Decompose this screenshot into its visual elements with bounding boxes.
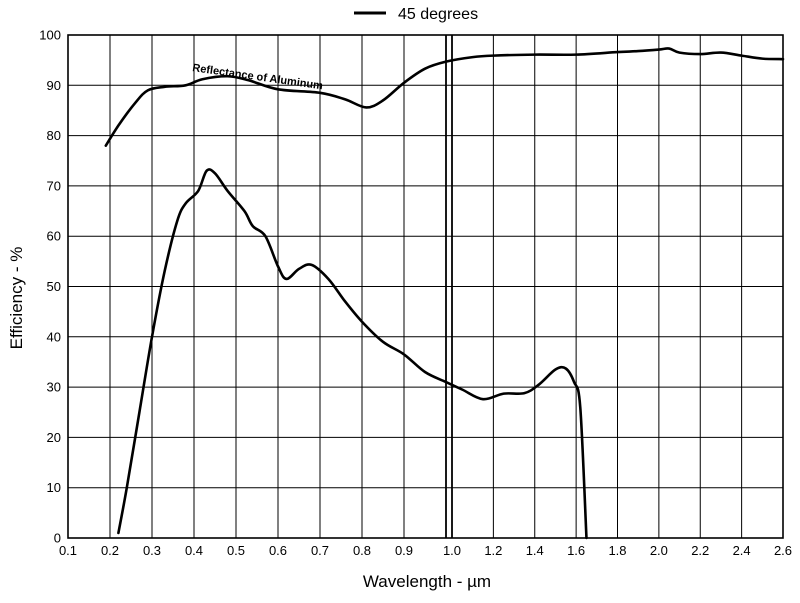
x-tick-label-2.4: 2.4 bbox=[733, 543, 751, 558]
x-tick-label-0.3: 0.3 bbox=[143, 543, 161, 558]
x-tick-label-2.6: 2.6 bbox=[774, 543, 792, 558]
x-tick-label-0.7: 0.7 bbox=[311, 543, 329, 558]
x-tick-label-0.8: 0.8 bbox=[353, 543, 371, 558]
y-tick-label-50: 50 bbox=[47, 279, 61, 294]
x-tick-label-0.2: 0.2 bbox=[101, 543, 119, 558]
x-tick-label-0.4: 0.4 bbox=[185, 543, 203, 558]
y-tick-label-20: 20 bbox=[47, 430, 61, 445]
series-line-efficiency bbox=[117, 168, 588, 540]
x-tick-label-1.2: 1.2 bbox=[484, 543, 502, 558]
x-tick-label-1.8: 1.8 bbox=[608, 543, 626, 558]
y-tick-label-10: 10 bbox=[47, 480, 61, 495]
y-tick-label-60: 60 bbox=[47, 229, 61, 244]
grid bbox=[67, 34, 784, 539]
y-tick-label-100: 100 bbox=[39, 28, 61, 43]
x-tick-label-1.6: 1.6 bbox=[567, 543, 585, 558]
series-layer bbox=[104, 47, 785, 540]
x-tick-label-2.0: 2.0 bbox=[650, 543, 668, 558]
x-tick-label-2.2: 2.2 bbox=[691, 543, 709, 558]
legend: 45 degrees bbox=[354, 6, 478, 23]
y-tick-label-70: 70 bbox=[47, 178, 61, 193]
y-axis-label: Efficiency - % bbox=[7, 247, 26, 350]
y-tick-label-30: 30 bbox=[47, 380, 61, 395]
y-tick-label-0: 0 bbox=[54, 531, 61, 546]
x-tick-label-1.0: 1.0 bbox=[443, 543, 461, 558]
x-tick-label-0.6: 0.6 bbox=[269, 543, 287, 558]
series-line-reflectance bbox=[104, 47, 785, 147]
x-axis-label: Wavelength - µm bbox=[363, 572, 491, 591]
y-tick-label-80: 80 bbox=[47, 128, 61, 143]
legend-label: 45 degrees bbox=[398, 6, 478, 23]
x-tick-label-1.4: 1.4 bbox=[526, 543, 544, 558]
x-tick-label-0.9: 0.9 bbox=[395, 543, 413, 558]
tick-labels: 0 10 20 30 40 50 60 70 80 90 100 0.1 0.2 0.3 0.4 0.5 0.6… bbox=[39, 28, 792, 559]
y-tick-label-40: 40 bbox=[47, 329, 61, 344]
x-tick-label-0.1: 0.1 bbox=[59, 543, 77, 558]
x-tick-label-0.5: 0.5 bbox=[227, 543, 245, 558]
y-tick-label-90: 90 bbox=[47, 78, 61, 93]
